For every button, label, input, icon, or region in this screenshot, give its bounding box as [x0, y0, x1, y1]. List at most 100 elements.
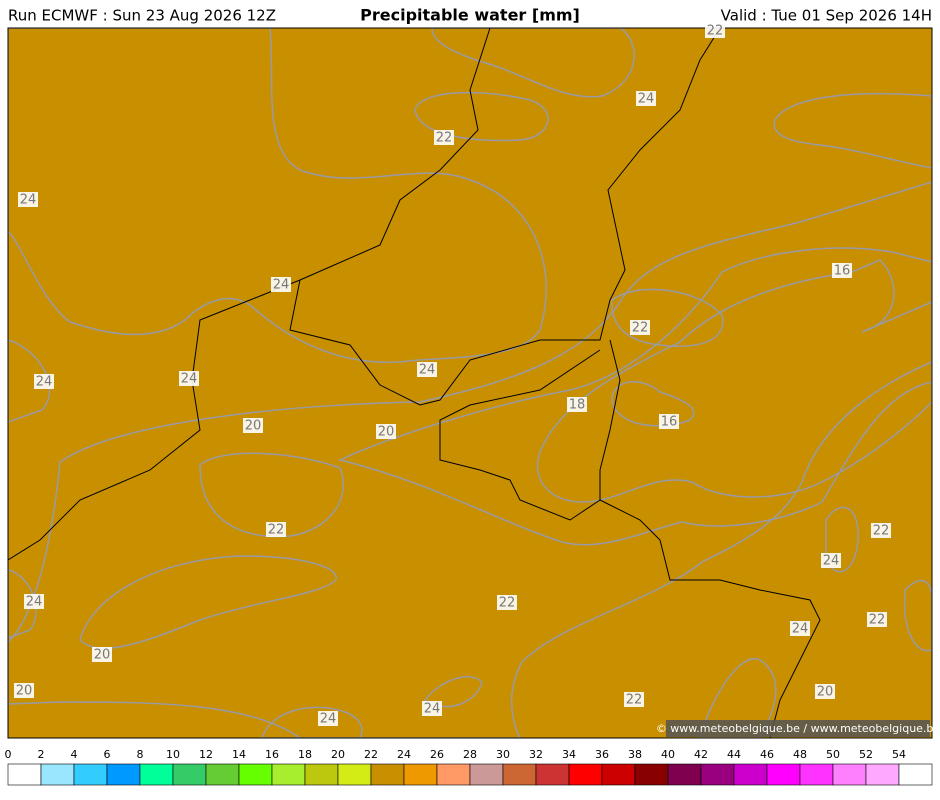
field-16-18	[536, 259, 932, 503]
contour-label: 18	[569, 398, 586, 413]
contour-label-bg	[434, 130, 454, 145]
colorbar-tick-label: 12	[199, 748, 213, 761]
contour-label-bg	[821, 553, 841, 568]
colorbar-tick-label: 2	[38, 748, 45, 761]
contour-label: 24	[181, 372, 198, 387]
color-box	[832, 763, 867, 786]
colorbar-tick-label: 10	[166, 748, 180, 761]
contour-label-bg	[630, 320, 650, 335]
contour-label: 24	[823, 554, 840, 569]
contour-label-bg	[497, 595, 517, 610]
colorbar-tick-label: 18	[298, 748, 312, 761]
contour-label: 16	[834, 264, 851, 279]
contour-label-bg	[92, 647, 112, 662]
colorbar-tick-label: 40	[661, 748, 675, 761]
colorbar-tick-label: 24	[397, 748, 411, 761]
color-box	[304, 763, 339, 786]
contour-label: 22	[268, 523, 285, 538]
colorbar-tick-label: 16	[265, 748, 279, 761]
contour-label-bg	[417, 362, 437, 377]
contour-label-bg	[34, 374, 54, 389]
color-box	[799, 763, 834, 786]
country-border	[439, 339, 621, 521]
field-24-26	[825, 506, 859, 573]
field-24-26	[8, 28, 547, 364]
field-22-24	[199, 452, 345, 538]
colorbar-tick-label: 34	[562, 748, 576, 761]
copyright: © www.meteobelgique.be / www.meteobelgiq…	[656, 722, 940, 735]
color-box	[700, 763, 735, 786]
map-frame	[7, 27, 933, 739]
contour-label-bg	[705, 23, 725, 38]
contour-label: 24	[36, 375, 53, 390]
contour-label-bg	[271, 277, 291, 292]
run-label: Run ECMWF : Sun 23 Aug 2026 12Z	[8, 7, 276, 25]
map-title: Precipitable water [mm]	[360, 6, 580, 25]
color-box	[106, 763, 141, 786]
contour-label: 24	[419, 363, 436, 378]
color-box	[271, 763, 306, 786]
contour-labels: 22 24 22 24 16 24 22 24 24 24 18 16 20 20 22 22 24 24 22 22…	[14, 23, 891, 727]
map: 22 24 22 24 16 24 22 24 24 24 18 16 20 20 22 22 24 24 22 22…	[7, 23, 940, 739]
field-24-26	[431, 28, 635, 98]
contour-label: 22	[873, 524, 890, 539]
color-box	[370, 763, 405, 786]
field-24-26	[261, 706, 363, 738]
field-24-26	[423, 676, 483, 708]
color-box	[898, 763, 933, 786]
color-box	[205, 763, 240, 786]
contour-label-bg	[318, 711, 338, 726]
contour-label-bg	[659, 414, 679, 429]
colorbar: 0 2 4 6 8 10 12 14 16 18 20 22 24 26 28 30 32 34 36 38 40 42 4…	[5, 748, 933, 786]
colorbar-tick-label: 54	[892, 748, 906, 761]
colorbar-tick-label: 32	[529, 748, 543, 761]
contour-label: 24	[20, 193, 37, 208]
colorbar-tick-label: 26	[430, 748, 444, 761]
color-box	[40, 763, 75, 786]
colorbar-tick-label: 6	[104, 748, 111, 761]
color-box	[337, 763, 372, 786]
colorbar-tick-label: 28	[463, 748, 477, 761]
color-box	[436, 763, 471, 786]
map-fields	[8, 28, 932, 738]
contour-label-bg	[24, 594, 44, 609]
contour-label-bg	[376, 424, 396, 439]
color-box	[502, 763, 537, 786]
contour-label: 20	[245, 419, 262, 434]
colorbar-tick-label: 0	[5, 748, 12, 761]
color-box	[139, 763, 174, 786]
colorbar-tick-label: 50	[826, 748, 840, 761]
colorbar-tick-label: 48	[793, 748, 807, 761]
contour-label-bg	[790, 621, 810, 636]
colorbar-tick-label: 14	[232, 748, 246, 761]
contour-label-bg	[179, 371, 199, 386]
contour-label-bg	[266, 522, 286, 537]
color-box	[535, 763, 570, 786]
contour-label-bg	[636, 91, 656, 106]
colorbar-tick-label: 30	[496, 748, 510, 761]
color-box	[469, 763, 504, 786]
colorbar-tick-label: 42	[694, 748, 708, 761]
colorbar-tick-label: 52	[859, 748, 873, 761]
contour-label: 24	[26, 595, 43, 610]
contour-label-bg	[832, 263, 852, 278]
contour-label: 22	[436, 131, 453, 146]
contour-label: 20	[94, 648, 111, 663]
contour-label: 22	[869, 613, 886, 628]
colorbar-tick-label: 22	[364, 748, 378, 761]
contour-label-bg	[14, 683, 34, 698]
field-14-16	[611, 381, 695, 427]
color-box	[667, 763, 702, 786]
colorbar-tick-label: 46	[760, 748, 774, 761]
color-box	[7, 763, 42, 786]
colorbar-tick-label: 4	[71, 748, 78, 761]
color-box	[634, 763, 669, 786]
color-box	[865, 763, 900, 786]
country-border	[289, 28, 721, 406]
contour-label: 24	[273, 278, 290, 293]
copyright-box	[666, 720, 930, 737]
color-box	[766, 763, 801, 786]
color-box	[403, 763, 438, 786]
color-box	[601, 763, 636, 786]
